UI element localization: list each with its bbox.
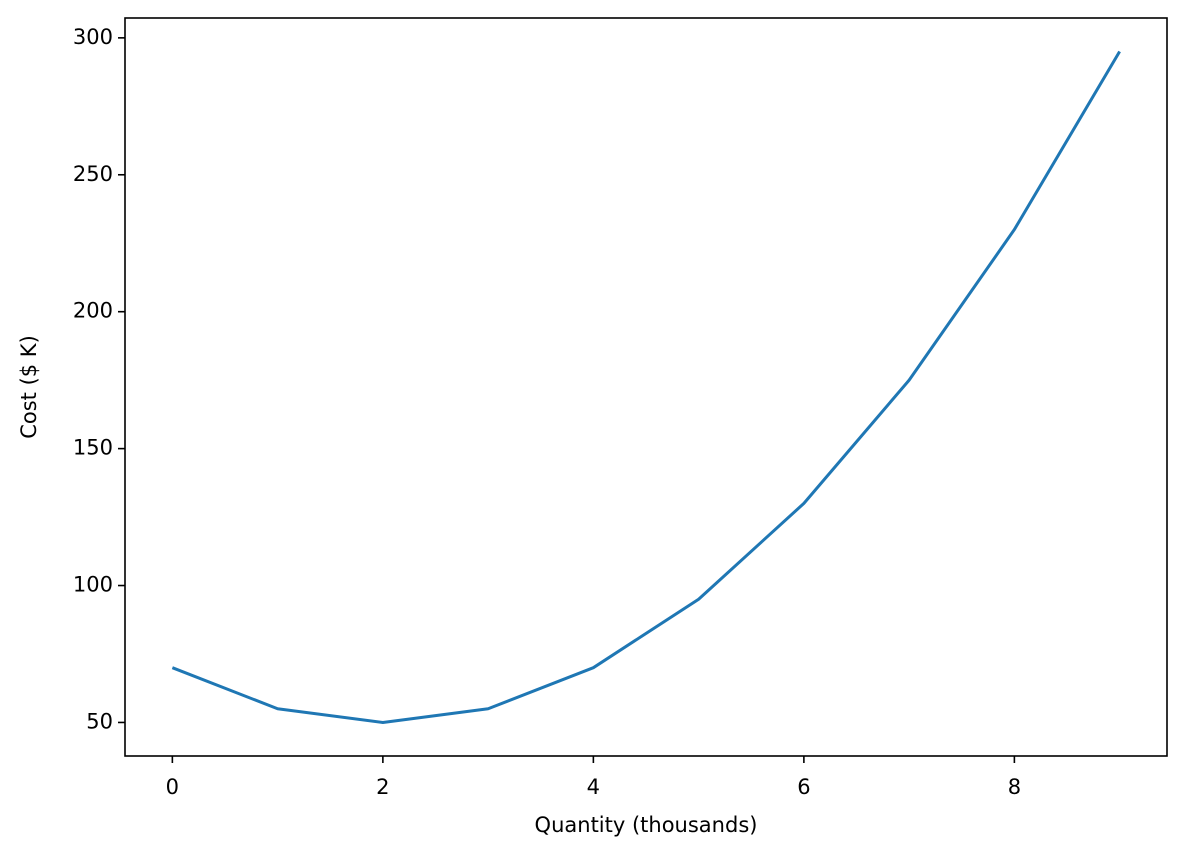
x-tick-label: 2 [376,775,389,799]
x-tick-label: 6 [797,775,810,799]
line-series [171,50,1121,724]
y-tick-label: 200 [73,299,113,323]
y-tick-label: 100 [73,573,113,597]
x-tick-label: 8 [1008,775,1021,799]
y-axis-label: Cost ($ K) [17,335,41,439]
y-tick-label: 300 [73,25,113,49]
x-axis-label: Quantity (thousands) [535,813,758,837]
x-tick-label: 0 [166,775,179,799]
plot-frame [124,17,1168,757]
y-tick-label: 250 [73,162,113,186]
y-tick-label: 150 [73,436,113,460]
x-tick-label: 4 [587,775,600,799]
y-tick-label: 50 [86,709,113,733]
